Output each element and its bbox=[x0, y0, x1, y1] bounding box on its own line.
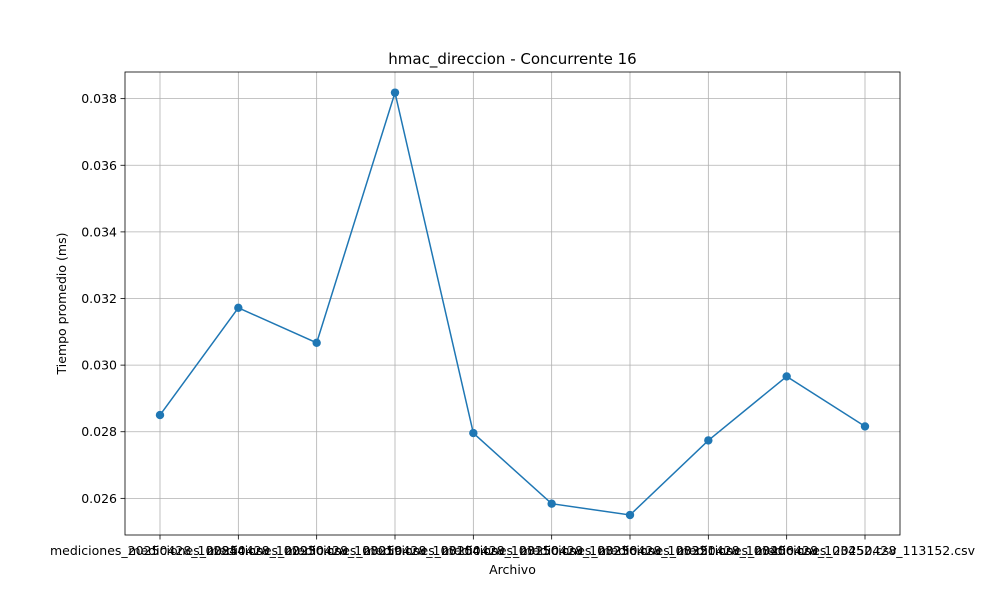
y-tick-label: 0.026 bbox=[81, 491, 117, 506]
data-point bbox=[234, 303, 243, 313]
x-tick-label: mediciones_20250428_103019.csv bbox=[207, 543, 428, 558]
y-tick-label: 0.034 bbox=[81, 224, 117, 239]
y-axis-label: Tiempo promedio (ms) bbox=[54, 233, 69, 376]
grid bbox=[125, 72, 900, 535]
data-point bbox=[625, 510, 635, 520]
data-point bbox=[547, 499, 556, 508]
y-tick-label: 0.030 bbox=[81, 358, 117, 373]
data-point bbox=[390, 88, 400, 97]
data-point bbox=[704, 436, 713, 445]
y-tick-label: 0.038 bbox=[81, 91, 117, 106]
data-point bbox=[469, 428, 478, 438]
x-axis-label: Archivo bbox=[489, 562, 536, 577]
data-point bbox=[312, 338, 321, 348]
x-tick-label: mediciones_20250428_103150.csv bbox=[363, 543, 584, 558]
x-tick-label: mediciones_20250428_103452.csv bbox=[677, 543, 898, 558]
x-axis-ticks: mediciones_20250428_102844.csvmediciones… bbox=[50, 535, 976, 558]
y-tick-label: 0.036 bbox=[81, 158, 117, 173]
y-tick-label: 0.028 bbox=[81, 424, 117, 439]
x-tick-label: mediciones_20250428_102930.csv bbox=[128, 543, 349, 558]
x-tick-label: mediciones_20250428_103321.csv bbox=[520, 543, 741, 558]
plot-frame bbox=[124, 71, 901, 536]
x-tick-label: mediciones_20250428_103236.csv bbox=[442, 543, 663, 558]
x-tick-label: mediciones_20250428_103406.csv bbox=[598, 543, 819, 558]
x-tick-label: mediciones_20250428_113152.csv bbox=[755, 543, 976, 558]
data-point bbox=[860, 422, 870, 431]
x-tick-label: mediciones_20250428_103104.csv bbox=[285, 543, 506, 558]
data-point bbox=[782, 372, 791, 381]
chart-title: hmac_direccion - Concurrente 16 bbox=[388, 50, 636, 69]
y-axis-ticks: 0.026 0.028 0.030 0.032 0.034 0.036 0.038 bbox=[81, 91, 125, 506]
series-line bbox=[159, 89, 866, 516]
series bbox=[155, 88, 870, 520]
x-tick-label: mediciones_20250428_102844.csv bbox=[50, 543, 271, 558]
y-tick-label: 0.032 bbox=[81, 291, 117, 306]
data-point bbox=[155, 410, 165, 420]
